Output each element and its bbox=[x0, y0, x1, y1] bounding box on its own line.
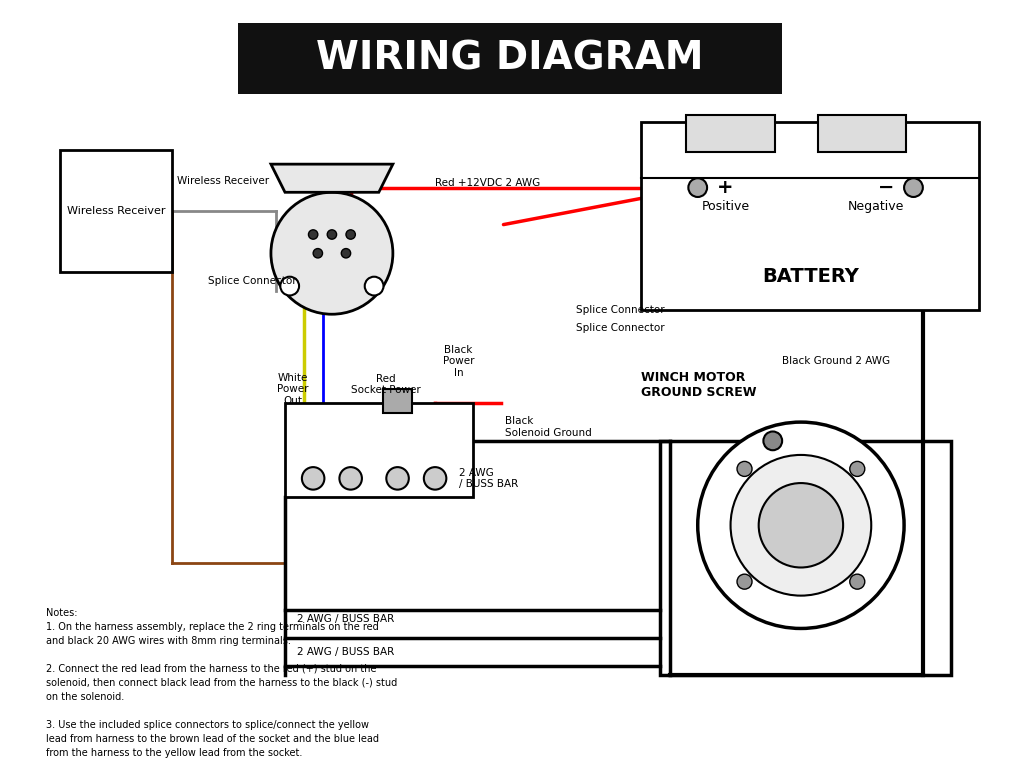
Text: Wireless Receiver: Wireless Receiver bbox=[67, 206, 166, 216]
Circle shape bbox=[281, 277, 299, 296]
Text: Splice Connector: Splice Connector bbox=[575, 323, 665, 333]
Text: Black
Solenoid Ground: Black Solenoid Ground bbox=[506, 416, 592, 438]
Circle shape bbox=[850, 574, 865, 589]
Circle shape bbox=[346, 230, 355, 239]
Circle shape bbox=[328, 230, 337, 239]
FancyBboxPatch shape bbox=[285, 403, 473, 497]
Text: Negative: Negative bbox=[848, 200, 904, 213]
Circle shape bbox=[386, 467, 409, 490]
Text: −: − bbox=[879, 178, 895, 197]
Circle shape bbox=[763, 431, 782, 450]
Text: 2 AWG / BUSS BAR: 2 AWG / BUSS BAR bbox=[297, 647, 394, 657]
FancyBboxPatch shape bbox=[641, 122, 979, 310]
Circle shape bbox=[730, 455, 871, 596]
Text: Red
Socket Power: Red Socket Power bbox=[351, 374, 421, 395]
FancyBboxPatch shape bbox=[686, 115, 774, 152]
Text: 2 AWG
/ BUSS BAR: 2 AWG / BUSS BAR bbox=[459, 467, 518, 489]
Circle shape bbox=[271, 193, 393, 314]
Text: Splice Connector: Splice Connector bbox=[208, 276, 297, 286]
Text: 2 AWG / BUSS BAR: 2 AWG / BUSS BAR bbox=[297, 614, 394, 624]
Text: WIRING DIAGRAM: WIRING DIAGRAM bbox=[316, 39, 703, 77]
Text: Notes:
1. On the harness assembly, replace the 2 ring terminals on the red
and b: Notes: 1. On the harness assembly, repla… bbox=[46, 608, 397, 758]
Circle shape bbox=[313, 249, 323, 258]
Text: Black Ground 2 AWG: Black Ground 2 AWG bbox=[782, 356, 890, 366]
Circle shape bbox=[341, 249, 350, 258]
Circle shape bbox=[308, 230, 317, 239]
Circle shape bbox=[365, 277, 384, 296]
Text: Wireless Receiver: Wireless Receiver bbox=[177, 176, 269, 186]
Circle shape bbox=[737, 574, 752, 589]
Polygon shape bbox=[271, 164, 393, 193]
Text: Black
Power
In: Black Power In bbox=[442, 345, 474, 378]
Text: Positive: Positive bbox=[701, 200, 750, 213]
FancyBboxPatch shape bbox=[818, 115, 906, 152]
Text: Red +12VDC 2 AWG: Red +12VDC 2 AWG bbox=[435, 178, 541, 188]
FancyBboxPatch shape bbox=[239, 23, 782, 94]
Circle shape bbox=[424, 467, 446, 490]
Text: +: + bbox=[717, 178, 733, 197]
Circle shape bbox=[339, 467, 361, 490]
FancyBboxPatch shape bbox=[660, 441, 951, 675]
Text: BATTERY: BATTERY bbox=[762, 268, 859, 286]
Text: White
Power
Out: White Power Out bbox=[276, 373, 308, 406]
Circle shape bbox=[904, 178, 923, 197]
Circle shape bbox=[697, 422, 904, 629]
Circle shape bbox=[737, 462, 752, 477]
FancyBboxPatch shape bbox=[384, 389, 412, 413]
FancyBboxPatch shape bbox=[59, 150, 172, 272]
Circle shape bbox=[759, 483, 843, 568]
Circle shape bbox=[688, 178, 708, 197]
Circle shape bbox=[850, 462, 865, 477]
Text: WINCH MOTOR
GROUND SCREW: WINCH MOTOR GROUND SCREW bbox=[641, 370, 757, 399]
Circle shape bbox=[302, 467, 325, 490]
Text: Splice Connector: Splice Connector bbox=[575, 304, 665, 314]
